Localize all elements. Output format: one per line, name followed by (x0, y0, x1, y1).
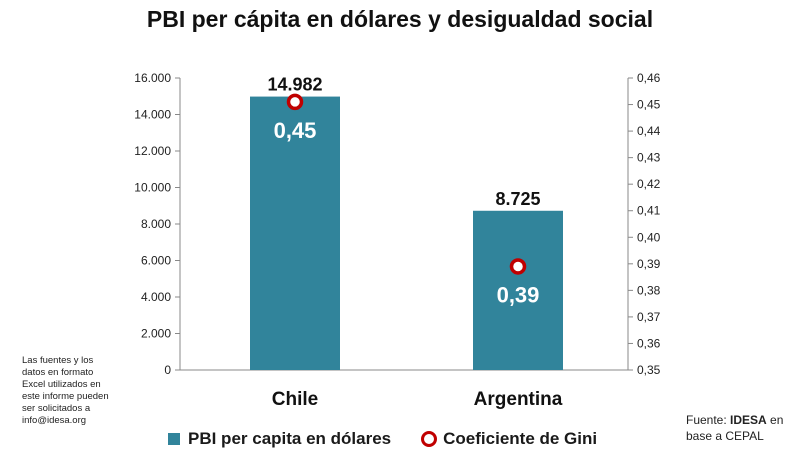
legend-label-pbi: PBI per capita en dólares (188, 429, 392, 448)
left-tick-label: 6.000 (141, 254, 171, 268)
axes: 0 2.000 4.000 6.000 8.000 10.000 12.000 14.000 1… (134, 71, 660, 377)
gini-points (286, 93, 527, 275)
bar-value-labels: 14.982 8.725 (267, 75, 540, 209)
source-note: Fuente: IDESA en base a CEPAL (686, 412, 800, 444)
bar (250, 96, 340, 371)
gini-point (509, 258, 527, 275)
right-tick-label: 0,37 (637, 310, 661, 324)
bar (473, 210, 563, 370)
left-tick-label: 8.000 (141, 217, 171, 231)
left-tick-label: 10.000 (134, 181, 171, 195)
gini-point (286, 93, 304, 111)
right-tick-label: 0,46 (637, 71, 661, 85)
right-tick-label: 0,45 (637, 98, 661, 112)
note-line: ser solicitados a (22, 403, 91, 414)
right-tick-label: 0,40 (637, 230, 661, 244)
left-tick-label: 2.000 (141, 327, 171, 341)
note-line: Las fuentes y los (22, 355, 94, 366)
right-tick-label: 0,38 (637, 283, 661, 297)
left-tick-label: 0 (164, 363, 171, 377)
left-tick-label: 12.000 (134, 144, 171, 158)
chart-title: PBI per cápita en dólares y desigualdad … (146, 6, 654, 32)
legend-marker-swatch (421, 431, 438, 447)
data-availability-note: Las fuentes y los datos en formato Excel… (22, 355, 147, 427)
left-tick-label: 16.000 (134, 71, 171, 85)
legend-bar-swatch (168, 433, 180, 445)
note-line: este informe pueden (22, 391, 109, 402)
right-tick-label: 0,44 (637, 124, 661, 138)
left-tick-label: 14.000 (134, 108, 171, 122)
legend-item-pbi: PBI per capita en dólares (168, 429, 391, 449)
right-tick-label: 0,35 (637, 363, 661, 377)
source-org: IDESA (730, 413, 767, 427)
bar-value-label: 8.725 (495, 189, 540, 209)
right-tick-label: 0,39 (637, 257, 661, 271)
source-prefix: Fuente: (686, 413, 731, 427)
bar-value-label: 14.982 (267, 75, 322, 95)
note-line: Excel utilizados en (22, 379, 101, 390)
left-tick-label: 4.000 (141, 290, 171, 304)
gini-value-labels: 0,45 0,39 (274, 118, 540, 308)
gini-value-label: 0,45 (274, 118, 317, 143)
right-tick-label: 0,43 (637, 151, 661, 165)
category-label: Argentina (474, 389, 563, 410)
legend: PBI per capita en dólares Coeficiente de… (168, 427, 627, 451)
bars (250, 96, 563, 371)
category-labels: Chile Argentina (272, 389, 563, 410)
note-line: datos en formato (22, 367, 94, 378)
category-label: Chile (272, 389, 318, 410)
right-tick-label: 0,41 (637, 204, 661, 218)
gini-value-label: 0,39 (497, 282, 540, 307)
source-suffix: en base a CEPAL (686, 413, 784, 443)
note-line: info@idesa.org (22, 415, 87, 426)
right-tick-label: 0,36 (637, 336, 661, 350)
right-tick-label: 0,42 (637, 177, 661, 191)
legend-item-gini: Coeficiente de Gini (421, 429, 597, 449)
legend-label-gini: Coeficiente de Gini (443, 429, 598, 448)
